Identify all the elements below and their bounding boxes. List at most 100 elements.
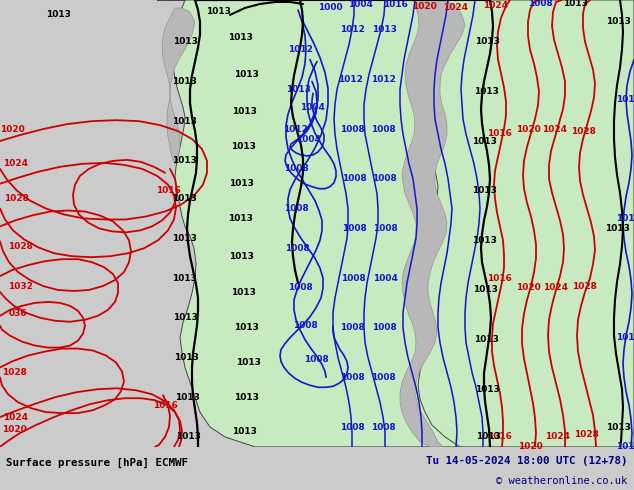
Text: 1013: 1013 [475,37,500,46]
Text: 1013: 1013 [229,179,254,188]
Text: 1013: 1013 [285,85,311,94]
Text: 1020: 1020 [2,424,27,434]
Text: 1013: 1013 [605,224,630,233]
Text: 1020: 1020 [515,124,540,134]
Text: 1013: 1013 [229,252,254,261]
Text: 1016: 1016 [486,128,512,138]
Text: 1013: 1013 [605,422,630,432]
Text: 1013: 1013 [172,313,197,322]
Text: 1020: 1020 [0,124,24,134]
Text: 1013: 1013 [472,236,496,245]
Text: 1013: 1013 [174,392,200,402]
Text: 1028: 1028 [4,194,29,203]
Text: 1004: 1004 [299,103,325,112]
Polygon shape [413,0,634,447]
Text: 1013: 1013 [46,10,70,20]
Text: 1013: 1013 [172,273,197,283]
Text: 1013: 1013 [472,186,496,195]
Text: 1013: 1013 [472,286,498,294]
Text: 1016: 1016 [155,186,181,195]
Text: 1012: 1012 [616,95,634,104]
Text: 1024: 1024 [4,413,29,421]
Text: 1028: 1028 [574,430,598,440]
Text: 1012: 1012 [283,124,307,134]
Text: 1013: 1013 [172,117,197,125]
Text: 1008: 1008 [372,323,396,332]
Text: 1028: 1028 [1,368,27,377]
Text: 1013: 1013 [233,70,259,79]
Text: 1024: 1024 [543,124,567,134]
Text: 1024: 1024 [444,3,469,12]
Text: 1016: 1016 [153,401,178,410]
Text: 1008: 1008 [371,124,396,134]
Text: 1013: 1013 [228,33,252,42]
Text: 1013: 1013 [172,37,197,46]
Text: Surface pressure [hPa] ECMWF: Surface pressure [hPa] ECMWF [6,458,188,468]
Text: 1013: 1013 [616,442,634,451]
Text: 1016: 1016 [382,0,408,9]
Text: 1013: 1013 [231,107,256,116]
Text: 1004: 1004 [373,273,398,283]
Text: 1032: 1032 [8,281,32,291]
Text: 1012: 1012 [288,45,313,54]
Text: 1013: 1013 [605,17,630,26]
Text: 1008: 1008 [288,284,313,293]
Text: 1013: 1013 [172,194,197,203]
Text: Tu 14-05-2024 18:00 UTC (12+78): Tu 14-05-2024 18:00 UTC (12+78) [426,456,628,466]
Polygon shape [157,0,634,447]
Text: 1008: 1008 [304,355,328,364]
Text: 1013: 1013 [233,392,259,402]
Text: 1013: 1013 [205,7,230,17]
Text: 1013: 1013 [472,137,496,146]
Text: 1012: 1012 [370,75,396,84]
Text: 1013: 1013 [228,214,252,223]
Text: 1013: 1013 [233,323,259,332]
Text: 1008: 1008 [340,323,365,332]
Text: 1008: 1008 [371,373,396,382]
Text: 1013: 1013 [172,156,197,166]
Text: 1008: 1008 [340,373,365,382]
Text: 1008: 1008 [340,124,365,134]
Text: 1008: 1008 [372,174,396,183]
Text: 1008: 1008 [342,174,366,183]
Text: 1008: 1008 [283,204,308,213]
Text: 1013: 1013 [372,25,396,34]
Text: 1028: 1028 [572,281,597,291]
Text: 1013: 1013 [176,433,200,441]
Text: 1008: 1008 [285,244,309,253]
Text: 1000: 1000 [318,3,342,12]
Text: 1020: 1020 [411,2,436,11]
Text: 1024: 1024 [4,159,29,169]
Text: 1013: 1013 [172,234,197,243]
Text: 1012: 1012 [340,25,365,34]
Text: 1013: 1013 [236,358,261,367]
Polygon shape [162,8,195,164]
Polygon shape [400,0,465,447]
Text: 1013: 1013 [172,77,197,86]
Text: 1020: 1020 [517,442,542,451]
Text: 1008: 1008 [342,224,366,233]
Text: 1008: 1008 [293,321,318,330]
Text: 1013: 1013 [231,143,256,151]
Text: 1012: 1012 [616,214,634,223]
Text: 1013: 1013 [174,353,198,362]
Text: 1013: 1013 [474,335,498,344]
Text: 1013: 1013 [562,0,588,8]
Text: 1008: 1008 [340,422,365,432]
Text: 1024: 1024 [545,433,571,441]
Text: © weatheronline.co.uk: © weatheronline.co.uk [496,475,628,486]
Text: 1016: 1016 [486,433,512,441]
Text: 1008: 1008 [340,273,365,283]
Text: 1013: 1013 [476,433,500,441]
Text: 1013: 1013 [475,385,500,394]
Text: 1028: 1028 [571,126,595,136]
Text: 1008: 1008 [283,164,308,173]
Text: 1024: 1024 [543,284,569,293]
Text: 1008: 1008 [373,224,398,233]
Text: 1012: 1012 [616,333,634,342]
Text: 1020: 1020 [515,284,540,293]
Text: 1004: 1004 [295,135,320,144]
Text: 1024: 1024 [484,1,508,10]
Text: 1013: 1013 [231,427,256,437]
Text: 1012: 1012 [337,75,363,84]
